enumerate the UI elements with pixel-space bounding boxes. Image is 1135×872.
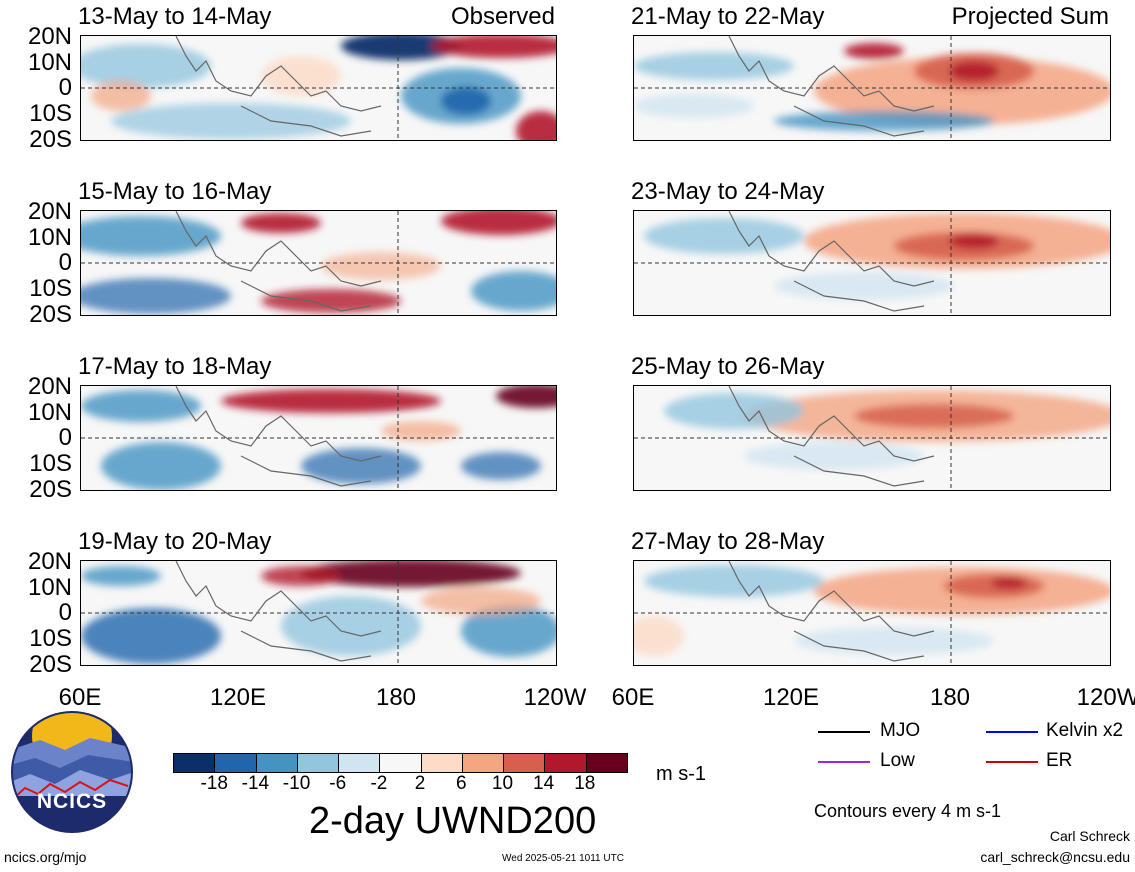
- lon-label-0-2: 180: [375, 684, 417, 711]
- contour-note: Contours every 4 m s-1: [814, 801, 1002, 821]
- legend-kelvin-label: Kelvin x2: [1046, 720, 1124, 741]
- map-panel-p4: [80, 560, 557, 666]
- map-panel-p5: [633, 35, 1111, 141]
- lon-label-1-2: 180: [929, 684, 971, 711]
- colorbar-label-8: 14: [533, 773, 555, 794]
- colorbar-swatch-1: [214, 754, 256, 772]
- map-panel-p2: [80, 210, 557, 316]
- colorbar-label-7: 10: [491, 773, 514, 794]
- panel-title-p7: 25-May to 26-May: [631, 353, 825, 380]
- colorbar-swatch-2: [255, 754, 297, 772]
- panel-title-p4: 19-May to 20-May: [78, 528, 272, 555]
- lon-label-1-1: 120E: [762, 684, 820, 711]
- colorbar-swatch-8: [503, 754, 545, 772]
- colorbar-label-5: 2: [414, 773, 426, 794]
- panel-title-p6: 23-May to 24-May: [631, 178, 825, 205]
- colorbar-label-1: -14: [241, 773, 270, 794]
- author: Carl Schreck: [1049, 828, 1130, 844]
- logo-text: NCICS: [36, 790, 108, 813]
- colorbar-labels: -18 -14 -10 -6 -2 2 6 10 14 18: [173, 773, 626, 797]
- lat-label-p4-1: 10N: [27, 574, 72, 601]
- map-panel-p3: [80, 385, 557, 491]
- lon-label-0-3: 120W: [523, 684, 587, 711]
- lat-label-p4-0: 20N: [27, 548, 72, 575]
- colorbar-label-3: -6: [329, 773, 347, 794]
- email: carl_schreck@ncsu.edu: [980, 849, 1130, 865]
- lat-label-p2-2: 0: [58, 249, 72, 276]
- lat-label-p3-0: 20N: [27, 373, 72, 400]
- map-panel-p1: [80, 35, 557, 141]
- map-field-p7: [634, 386, 1110, 490]
- legend-low-line: [818, 761, 870, 763]
- map-panel-p6: [633, 210, 1111, 316]
- lon-label-0-1: 120E: [209, 684, 267, 711]
- legend-low-label: Low: [880, 750, 915, 771]
- colorbar-swatch-5: [379, 754, 421, 772]
- lat-label-p1-3: 10S: [29, 100, 72, 127]
- map-field-p3: [81, 386, 556, 490]
- panel-title-p5: 21-May to 22-May: [631, 3, 825, 30]
- legend: MJO Kelvin x2 Low ER: [810, 718, 1135, 778]
- panel-tag-p5: Projected Sum: [951, 3, 1109, 30]
- colorbar-swatch-3: [296, 754, 339, 772]
- legend-er-label: ER: [1046, 750, 1073, 771]
- legend-kelvin-line: [986, 731, 1038, 733]
- map-field-p1: [81, 36, 556, 140]
- colorbar-swatch-4: [338, 754, 380, 772]
- lat-label-p2-1: 10N: [27, 224, 72, 251]
- lon-label-1-0: 60E: [611, 684, 655, 711]
- panel-title-p2: 15-May to 16-May: [78, 178, 272, 205]
- map-field-p5: [634, 36, 1110, 140]
- ncics-logo: NCICS: [10, 710, 134, 834]
- lon-label-1-3: 120W: [1076, 684, 1135, 711]
- panel-title-p8: 27-May to 28-May: [631, 528, 825, 555]
- lon-label-0-0: 60E: [58, 684, 102, 711]
- lat-label-p2-0: 20N: [27, 198, 72, 225]
- colorbar-swatch-10: [585, 754, 627, 772]
- lat-label-p3-3: 10S: [29, 450, 72, 477]
- colorbar-swatch-6: [420, 754, 462, 772]
- colorbar-label-6: 6: [455, 773, 467, 794]
- timestamp: Wed 2025-05-21 1011 UTC: [502, 853, 624, 864]
- main-title: 2-day UWND200: [309, 800, 597, 842]
- lat-label-p1-2: 0: [58, 74, 72, 101]
- map-field-p8: [634, 561, 1110, 665]
- colorbar-label-2: -10: [282, 773, 311, 794]
- panel-title-p3: 17-May to 18-May: [78, 353, 272, 380]
- lat-label-p4-3: 10S: [29, 625, 72, 652]
- map-field-p2: [81, 211, 556, 315]
- colorbar-swatch-0: [174, 754, 215, 772]
- colorbar-swatch-7: [461, 754, 504, 772]
- lat-label-p2-4: 20S: [29, 301, 72, 328]
- lat-label-p1-4: 20S: [29, 126, 72, 153]
- panel-tag-p1: Observed: [450, 3, 555, 30]
- map-panel-p8: [633, 560, 1111, 666]
- map-panel-p7: [633, 385, 1111, 491]
- lat-label-p1-1: 10N: [27, 49, 72, 76]
- colorbar-label-4: -2: [370, 773, 388, 794]
- lat-label-p1-0: 20N: [27, 23, 72, 50]
- legend-mjo-label: MJO: [880, 720, 921, 741]
- colorbar-swatch-9: [544, 754, 586, 772]
- lat-label-p3-4: 20S: [29, 476, 72, 503]
- legend-mjo-line: [818, 731, 870, 733]
- colorbar-label-9: 18: [574, 773, 596, 794]
- lat-label-p2-3: 10S: [29, 275, 72, 302]
- lat-label-p3-2: 0: [58, 424, 72, 451]
- lat-label-p4-4: 20S: [29, 651, 72, 678]
- colorbar-label-0: -18: [200, 773, 228, 794]
- lat-label-p3-1: 10N: [27, 399, 72, 426]
- lat-label-p4-2: 0: [58, 599, 72, 626]
- panel-title-p1: 13-May to 14-May: [78, 3, 272, 30]
- website-link[interactable]: ncics.org/mjo: [4, 849, 87, 865]
- colorbar-unit: m s-1: [656, 763, 706, 785]
- legend-er-line: [986, 761, 1038, 763]
- map-field-p6: [634, 211, 1110, 315]
- map-field-p4: [81, 561, 556, 665]
- colorbar: [173, 753, 628, 773]
